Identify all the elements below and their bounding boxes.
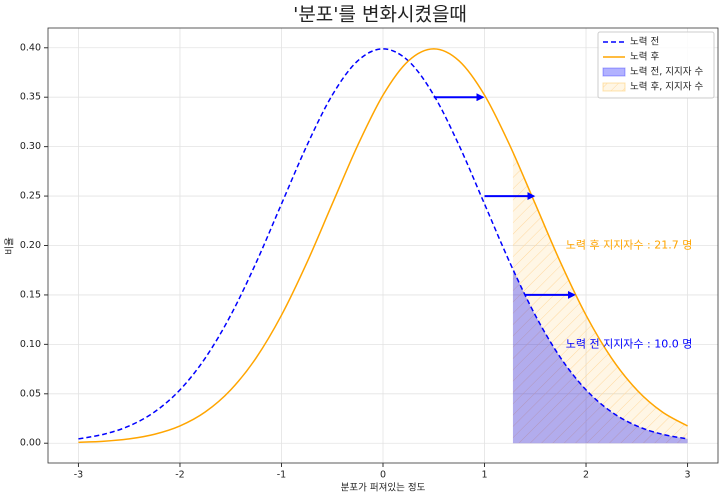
y-tick-label: 0.40 xyxy=(20,42,41,53)
x-tick-label: -3 xyxy=(74,470,83,481)
fill-hatch xyxy=(512,152,688,444)
x-tick-label: 3 xyxy=(685,470,691,481)
legend-label: 노력 전, 지지자 수 xyxy=(630,66,704,78)
legend: 노력 전노력 후노력 전, 지지자 수노력 후, 지지자 수 xyxy=(597,31,715,99)
y-tick-label: 0.15 xyxy=(20,289,41,300)
legend-box xyxy=(597,31,715,99)
legend-swatch xyxy=(602,67,626,77)
y-tick-label: 0.10 xyxy=(20,339,41,350)
fill-area xyxy=(512,269,688,444)
legend-label: 노력 후 xyxy=(630,51,659,63)
annotation: 노력 전 지지자수 : 10.0 명 xyxy=(566,337,693,350)
x-tick-label: -2 xyxy=(175,470,184,481)
legend-label: 노력 전 xyxy=(630,36,659,48)
x-tick-label: -1 xyxy=(277,470,286,481)
plot-frame xyxy=(47,27,719,464)
legend-label: 노력 후, 지지자 수 xyxy=(630,81,704,93)
legend-hatch xyxy=(603,83,625,91)
x-tick-label: 2 xyxy=(583,470,589,481)
y-axis-label: 비율 xyxy=(5,237,16,255)
y-tick-label: 0.00 xyxy=(20,438,41,449)
chart-title: '분포'를 변화시켰을때 xyxy=(293,4,467,26)
x-tick-label: 1 xyxy=(481,470,487,481)
y-tick-label: 0.30 xyxy=(20,141,41,152)
line-series xyxy=(78,48,688,444)
y-tick-label: 0.35 xyxy=(20,92,41,103)
x-tick-label: 0 xyxy=(380,470,386,481)
y-tick-label: 0.05 xyxy=(20,388,41,399)
annotation: 노력 후 지지자수 : 21.7 명 xyxy=(566,239,693,252)
y-tick-label: 0.20 xyxy=(20,240,41,251)
line-series xyxy=(78,48,688,440)
y-tick-label: 0.25 xyxy=(20,191,41,202)
x-axis-label: 분포가 퍼져있는 정도 xyxy=(341,482,426,494)
